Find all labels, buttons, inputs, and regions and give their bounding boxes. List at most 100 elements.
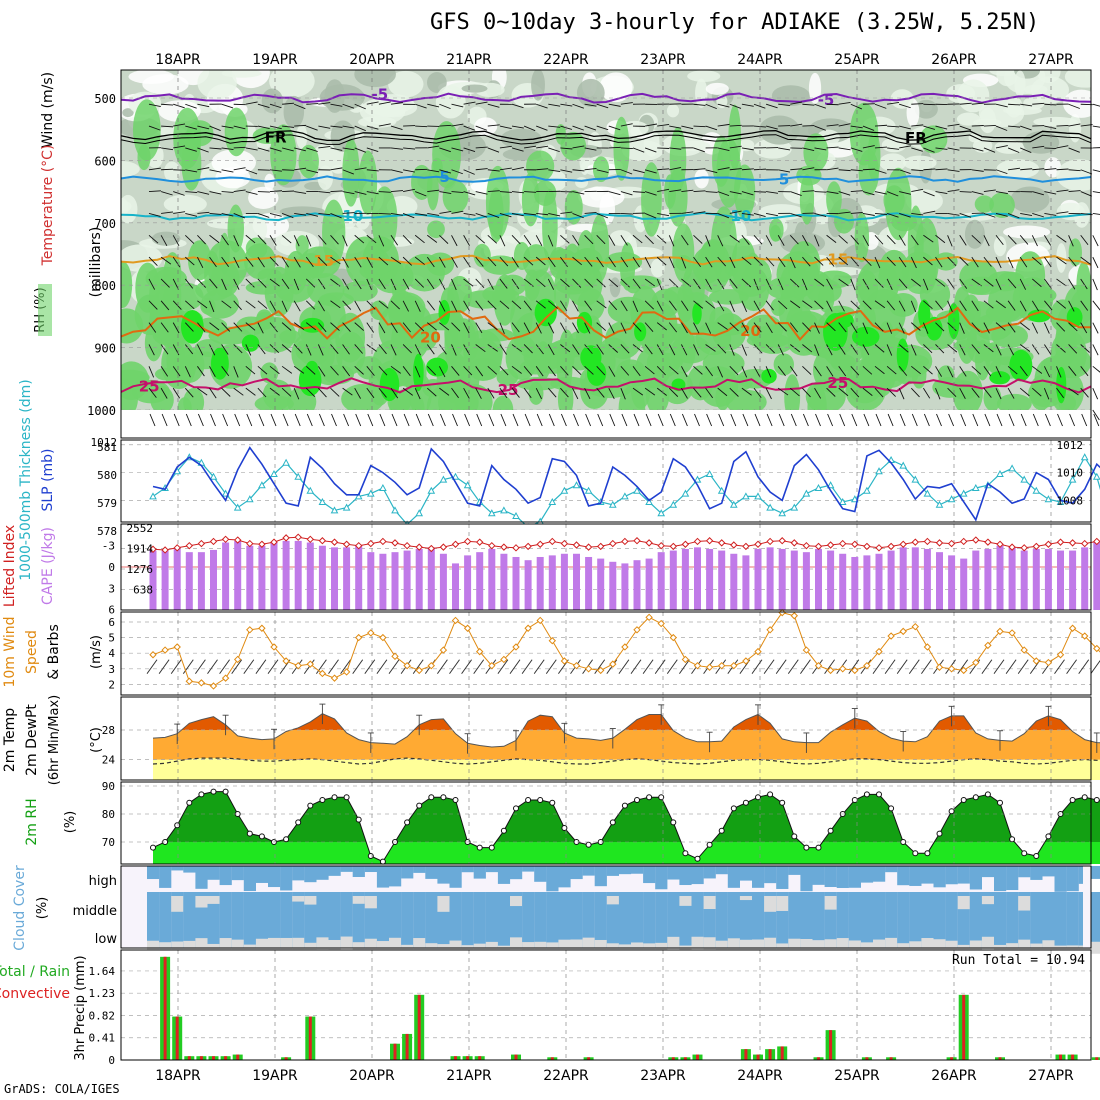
wind-barb bbox=[1032, 125, 1045, 127]
wind-barb bbox=[281, 387, 292, 397]
wind-barb bbox=[560, 147, 573, 150]
wind-barb bbox=[209, 125, 221, 131]
wind-barb bbox=[815, 413, 821, 427]
wind-barb bbox=[318, 191, 331, 194]
cloud-middle-gap bbox=[304, 896, 317, 905]
wind-barb bbox=[185, 125, 198, 130]
wind-barb bbox=[330, 387, 340, 397]
cloud-low-gap bbox=[933, 939, 946, 952]
rh-patch-green bbox=[274, 271, 315, 303]
cloud-middle bbox=[969, 892, 982, 920]
rh-point bbox=[428, 794, 435, 801]
wind-barb bbox=[1019, 234, 1029, 245]
rh-patch bbox=[957, 79, 990, 113]
rh-patch bbox=[269, 70, 315, 98]
wind-barb bbox=[693, 300, 704, 309]
cape-bar bbox=[1008, 547, 1016, 610]
cape-bar bbox=[766, 547, 774, 610]
wind-barb bbox=[608, 300, 618, 311]
wind-barb bbox=[209, 387, 217, 399]
wind-barb bbox=[1056, 234, 1067, 243]
wind-barb bbox=[1008, 413, 1015, 427]
rh-patch-green bbox=[558, 329, 575, 375]
wind-barb bbox=[161, 168, 174, 171]
wind-barb bbox=[572, 191, 585, 195]
cloud-middle bbox=[618, 892, 632, 920]
wind-speed-point bbox=[500, 655, 508, 664]
lifted-index-point bbox=[645, 539, 653, 547]
wind-barb bbox=[476, 413, 483, 427]
cloud-middle bbox=[655, 892, 668, 920]
rh-patch bbox=[359, 98, 406, 125]
wind-barb bbox=[161, 413, 168, 427]
cloud-low-gap bbox=[788, 938, 801, 951]
wind-barb bbox=[789, 234, 799, 245]
wind-barb bbox=[923, 234, 934, 243]
cape-bar bbox=[149, 550, 157, 610]
wind-barb bbox=[318, 278, 326, 290]
rh-patch bbox=[609, 277, 621, 298]
wind-barb bbox=[1007, 300, 1016, 311]
wind-barb bbox=[245, 234, 256, 244]
wind-barb bbox=[427, 387, 437, 397]
wind-barb bbox=[330, 103, 343, 107]
wind-barb bbox=[620, 212, 633, 215]
wind-barb bbox=[306, 169, 319, 174]
precip-legend-total: Total / Rain bbox=[0, 964, 70, 980]
wind-barb bbox=[197, 211, 210, 214]
wind-barb bbox=[499, 344, 507, 355]
wind-barb bbox=[1043, 322, 1050, 334]
date-label-bottom: 18APR bbox=[155, 1068, 201, 1084]
date-label-bottom: 19APR bbox=[252, 1068, 298, 1084]
wind-barb bbox=[233, 189, 246, 193]
wind-barb bbox=[814, 256, 824, 266]
wind-barb bbox=[983, 147, 996, 153]
wind-barb bbox=[657, 147, 670, 149]
wind-barb bbox=[269, 300, 277, 312]
wind-barb bbox=[765, 344, 775, 354]
cloud-low bbox=[957, 920, 970, 948]
wind-barb bbox=[874, 146, 888, 149]
wind-barb bbox=[536, 145, 549, 149]
wind-barb bbox=[294, 103, 306, 110]
wind-barb bbox=[306, 103, 319, 105]
wind-barb bbox=[826, 167, 839, 171]
wind-barb bbox=[584, 125, 597, 131]
wind-barb bbox=[281, 213, 294, 219]
wind-barb bbox=[923, 191, 935, 197]
wind-barb bbox=[221, 147, 234, 151]
wind-barb bbox=[475, 387, 482, 399]
wind-barb bbox=[908, 659, 920, 674]
wind-barb bbox=[729, 300, 735, 313]
wind-barb bbox=[742, 413, 749, 427]
cloud-middle-gap bbox=[606, 896, 619, 905]
wind-barb bbox=[475, 234, 486, 244]
wind-barb bbox=[511, 256, 519, 268]
wind-barb bbox=[390, 212, 403, 216]
wind-barb bbox=[524, 145, 537, 149]
wind-barb bbox=[1069, 413, 1076, 427]
rh-patch-green bbox=[996, 393, 1032, 410]
wind-barb bbox=[221, 103, 234, 109]
rh-patch-saturated bbox=[761, 368, 777, 384]
wind-barb bbox=[547, 322, 555, 334]
wind-barb bbox=[850, 103, 863, 110]
wind-barb bbox=[778, 147, 791, 151]
wind-barb bbox=[995, 103, 1008, 108]
cloud-high bbox=[945, 866, 958, 885]
wind-barb bbox=[584, 365, 594, 375]
wind-barb bbox=[1080, 235, 1089, 246]
lifted-index-point bbox=[197, 539, 206, 548]
wind-barb bbox=[729, 234, 740, 243]
rh-shading bbox=[121, 70, 1091, 410]
wind-barb bbox=[644, 256, 652, 268]
rh-column-green bbox=[989, 192, 1015, 218]
wind-barb bbox=[681, 322, 688, 334]
wind-barb bbox=[257, 278, 267, 288]
cape-bar bbox=[923, 548, 931, 610]
cloud-middle bbox=[933, 892, 946, 920]
rh-patch-green bbox=[426, 383, 470, 410]
wind-barb bbox=[1044, 344, 1052, 355]
cloud-middle bbox=[897, 892, 910, 920]
thickness-point bbox=[911, 475, 920, 483]
